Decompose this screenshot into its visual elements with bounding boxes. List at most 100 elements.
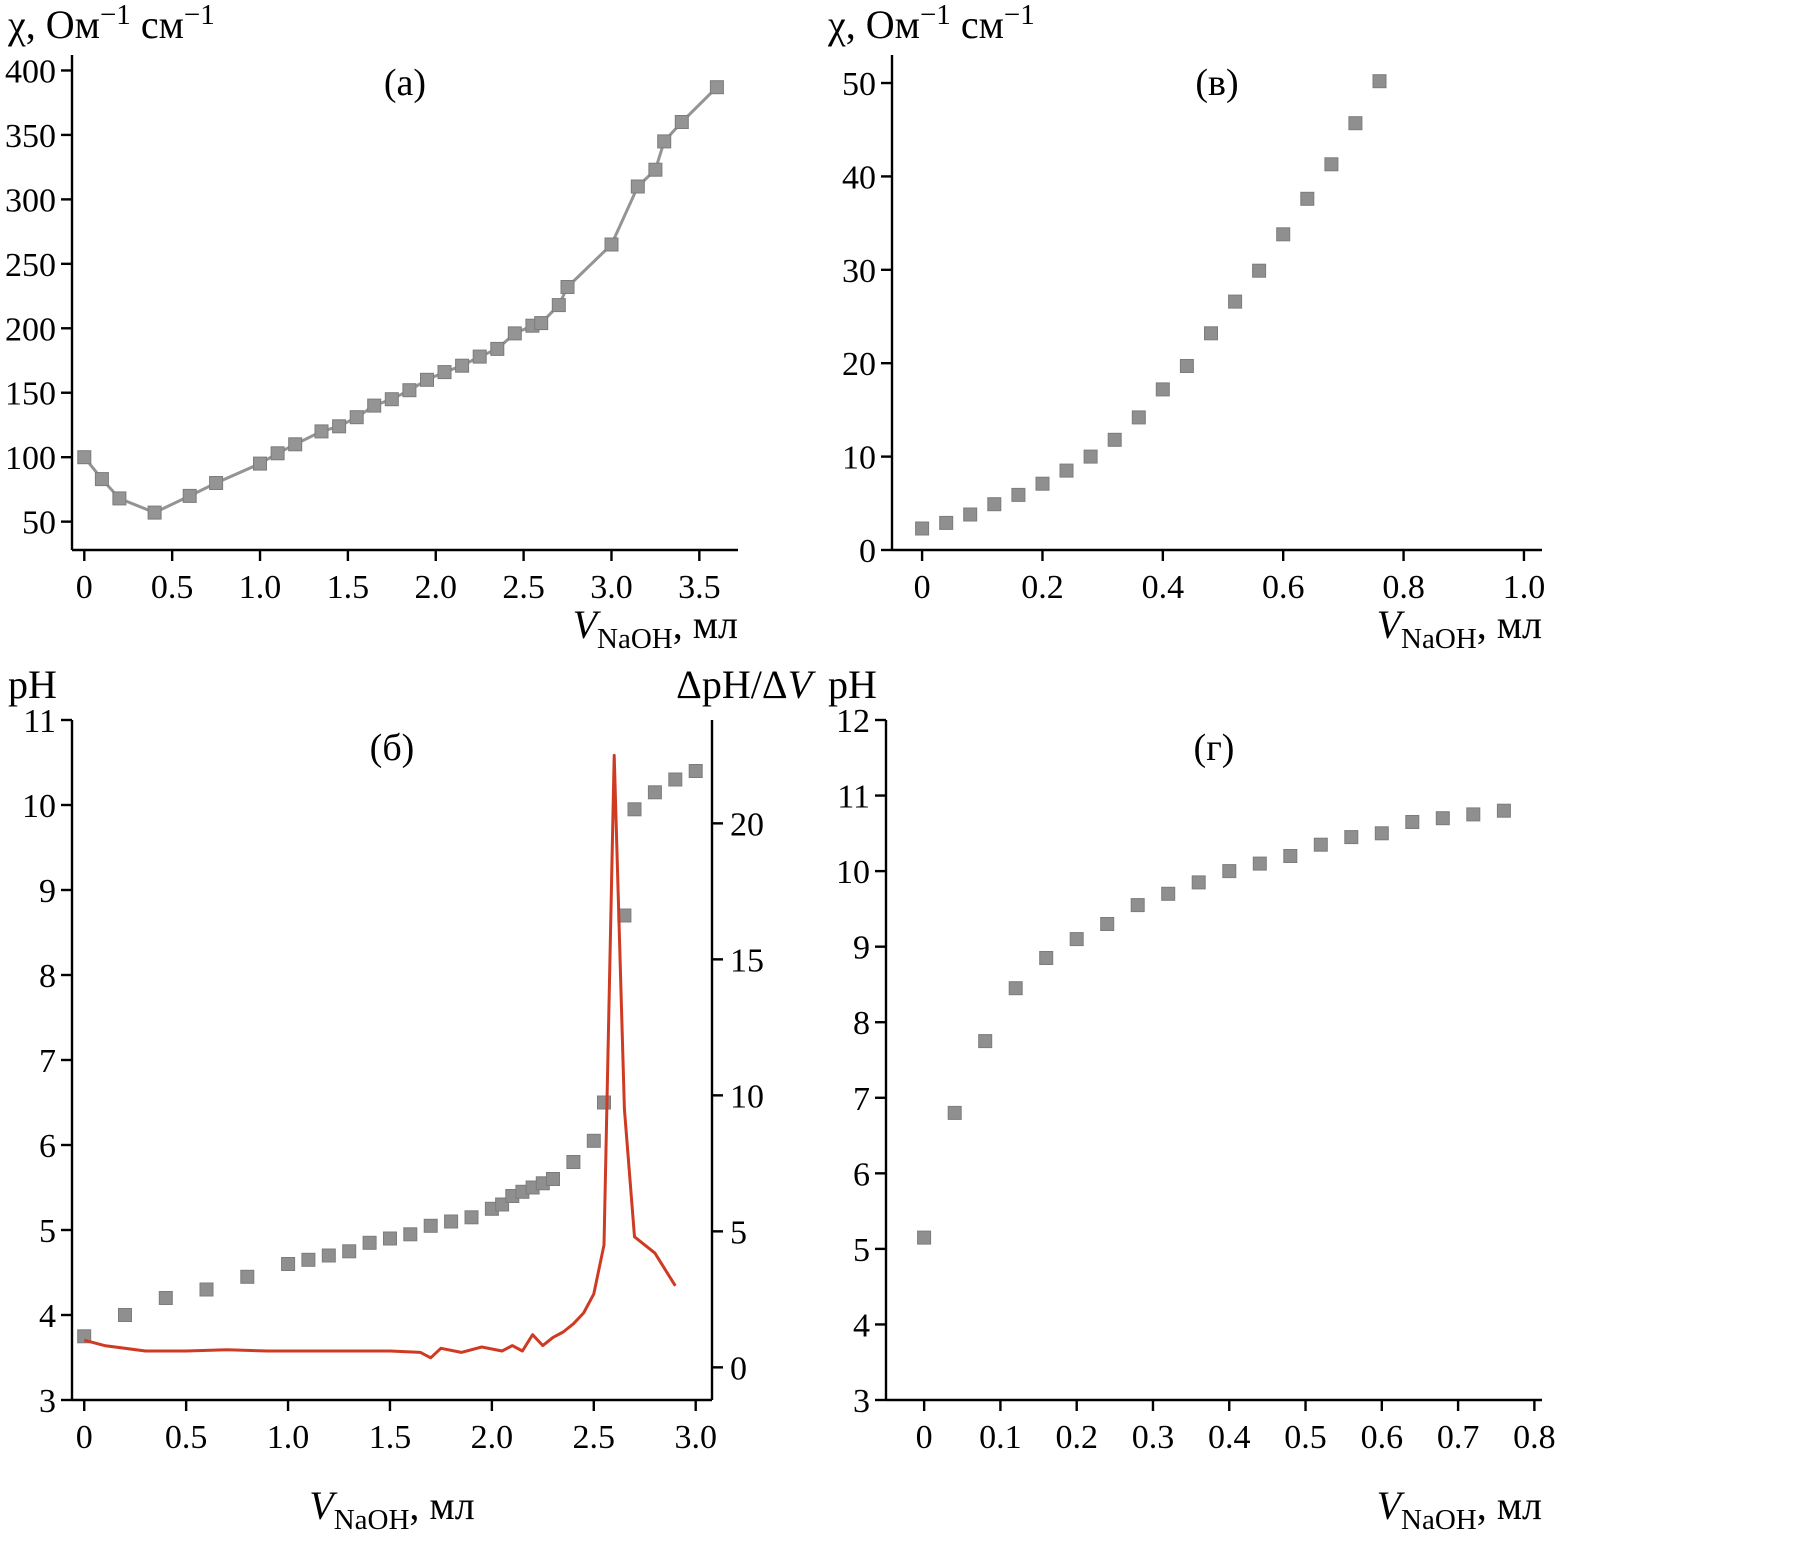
data-point-marker	[199, 1282, 214, 1297]
y-tick-label: 0	[859, 533, 876, 570]
y-tick-label: 400	[5, 53, 56, 90]
x-tick-label: 0	[76, 1419, 93, 1456]
data-point-marker	[455, 358, 470, 373]
data-point-marker	[604, 237, 619, 252]
panel-g-chart: 0 0.1 0.2 0.3 0.4 0.5 0.6 0.7 0.8 3 4 5 6 7 8 9 10 11 12pH…	[828, 662, 1556, 1536]
data-point-marker	[534, 316, 549, 331]
y-tick-label: 7	[39, 1043, 56, 1080]
data-point-marker	[281, 1257, 296, 1271]
x-tick-label: 2.0	[471, 1419, 514, 1456]
x-tick-label: 3.0	[674, 1419, 717, 1456]
data-point-marker	[349, 410, 364, 425]
data-point-marker	[1372, 74, 1387, 89]
data-point-marker	[648, 162, 663, 177]
x-tick-label: 0.6	[1361, 1419, 1404, 1456]
data-point-marker	[158, 1291, 173, 1305]
data-point-marker	[240, 1269, 255, 1284]
axes	[61, 55, 738, 561]
x-tick-label: 1.0	[267, 1419, 310, 1456]
y-tick-label: 11	[837, 779, 870, 816]
data-point-marker	[1069, 932, 1084, 947]
data-point-marker	[94, 472, 109, 487]
series-pH	[77, 764, 703, 1344]
data-point-marker	[1496, 803, 1511, 818]
data-point-marker	[688, 764, 703, 778]
y-tick-label: 10	[836, 854, 870, 891]
x-tick-label: 1.0	[1503, 569, 1546, 606]
data-point-marker	[1039, 951, 1054, 965]
y2-tick-label: 5	[730, 1214, 747, 1251]
data-point-marker	[978, 1034, 993, 1049]
data-point-marker	[566, 1155, 581, 1169]
data-point-marker	[1313, 837, 1328, 852]
y-tick-label: 50	[842, 66, 876, 103]
data-point-marker	[586, 1133, 601, 1148]
data-point-marker	[1008, 981, 1023, 996]
y-tick-label: 12	[836, 703, 870, 740]
data-point-marker	[1130, 898, 1145, 913]
data-point-marker	[917, 1230, 932, 1245]
data-point-marker	[674, 115, 689, 129]
data-point-marker	[472, 349, 487, 364]
data-point-marker	[1228, 294, 1243, 309]
x-tick-label: 0.7	[1437, 1419, 1480, 1456]
data-point-marker	[1204, 326, 1218, 341]
panel-label: (а)	[384, 62, 426, 104]
data-point-marker	[507, 326, 522, 341]
data-point-marker	[112, 491, 127, 506]
data-point-marker	[1161, 886, 1176, 901]
data-point-marker	[423, 1218, 438, 1233]
data-point-marker	[560, 280, 575, 294]
data-point-marker	[947, 1105, 962, 1120]
data-point-marker	[939, 515, 954, 530]
data-point-marker	[367, 398, 382, 413]
y-tick-label: 300	[5, 182, 56, 219]
panel-label: (б)	[370, 727, 415, 769]
axes	[881, 55, 1542, 561]
x-tick-label: 2.5	[502, 569, 545, 606]
series-pH	[917, 803, 1511, 1245]
panel-b-chart: 0 0.5 1.0 1.5 2.0 2.5 3.0 3 4 5 6 7 8 9 10 11 0 5 10 15 20 pH…	[8, 662, 817, 1536]
data-point-marker	[630, 179, 645, 194]
series-conductivity	[915, 74, 1387, 536]
data-point-marker	[1466, 807, 1481, 822]
x-tick-label: 3.5	[678, 569, 721, 606]
data-point-marker	[1222, 864, 1237, 879]
data-point-marker	[657, 134, 672, 149]
data-point-marker	[362, 1235, 377, 1250]
y-tick-label: 4	[853, 1307, 870, 1344]
data-point-marker	[420, 372, 434, 387]
y2-tick-label: 15	[730, 942, 764, 979]
x-tick-label: 0.1	[979, 1419, 1022, 1456]
x-tick-label: 0.5	[151, 569, 194, 606]
data-point-marker	[1252, 263, 1267, 278]
panel-a-chart: 0 0.5 1.0 1.5 2.0 2.5 3.0 3.5 50 100 150 200 250 300 3…	[5, 0, 738, 655]
y-tick-label: 3	[853, 1383, 870, 1420]
data-point-marker	[1276, 227, 1291, 242]
y-axis-title: pH	[828, 662, 877, 707]
data-point-marker	[1107, 432, 1122, 447]
x-tick-label: 0.5	[1284, 1419, 1327, 1456]
y-tick-label: 100	[5, 440, 56, 477]
x-tick-label: 0	[916, 1419, 933, 1456]
x-axis-title: VNaOH, мл	[309, 1483, 474, 1536]
data-point-marker	[1059, 463, 1074, 478]
panel-v-chart: 0 0.2 0.4 0.6 0.8 1.0 0 10 20 30 40 50 χ, Ом−1 см−1 V…	[827, 0, 1546, 655]
data-point-marker	[270, 446, 285, 461]
data-point-marker	[342, 1244, 357, 1259]
axes	[875, 718, 1542, 1411]
data-point-marker	[383, 1231, 397, 1246]
y-tick-label: 6	[853, 1156, 870, 1193]
axes	[61, 718, 723, 1411]
y-tick-label: 6	[39, 1128, 56, 1165]
data-point-marker	[1324, 157, 1339, 172]
x-tick-label: 1.5	[327, 569, 370, 606]
x-axis-title: VNaOH, мл	[573, 602, 738, 655]
x-axis-title: VNaOH, мл	[1377, 602, 1542, 655]
data-point-marker	[1435, 811, 1450, 826]
y-tick-label: 250	[5, 247, 56, 284]
y-tick-label: 11	[23, 703, 56, 740]
data-point-marker	[987, 497, 1002, 512]
data-point-marker	[1374, 826, 1389, 841]
x-tick-label: 0.8	[1382, 569, 1425, 606]
